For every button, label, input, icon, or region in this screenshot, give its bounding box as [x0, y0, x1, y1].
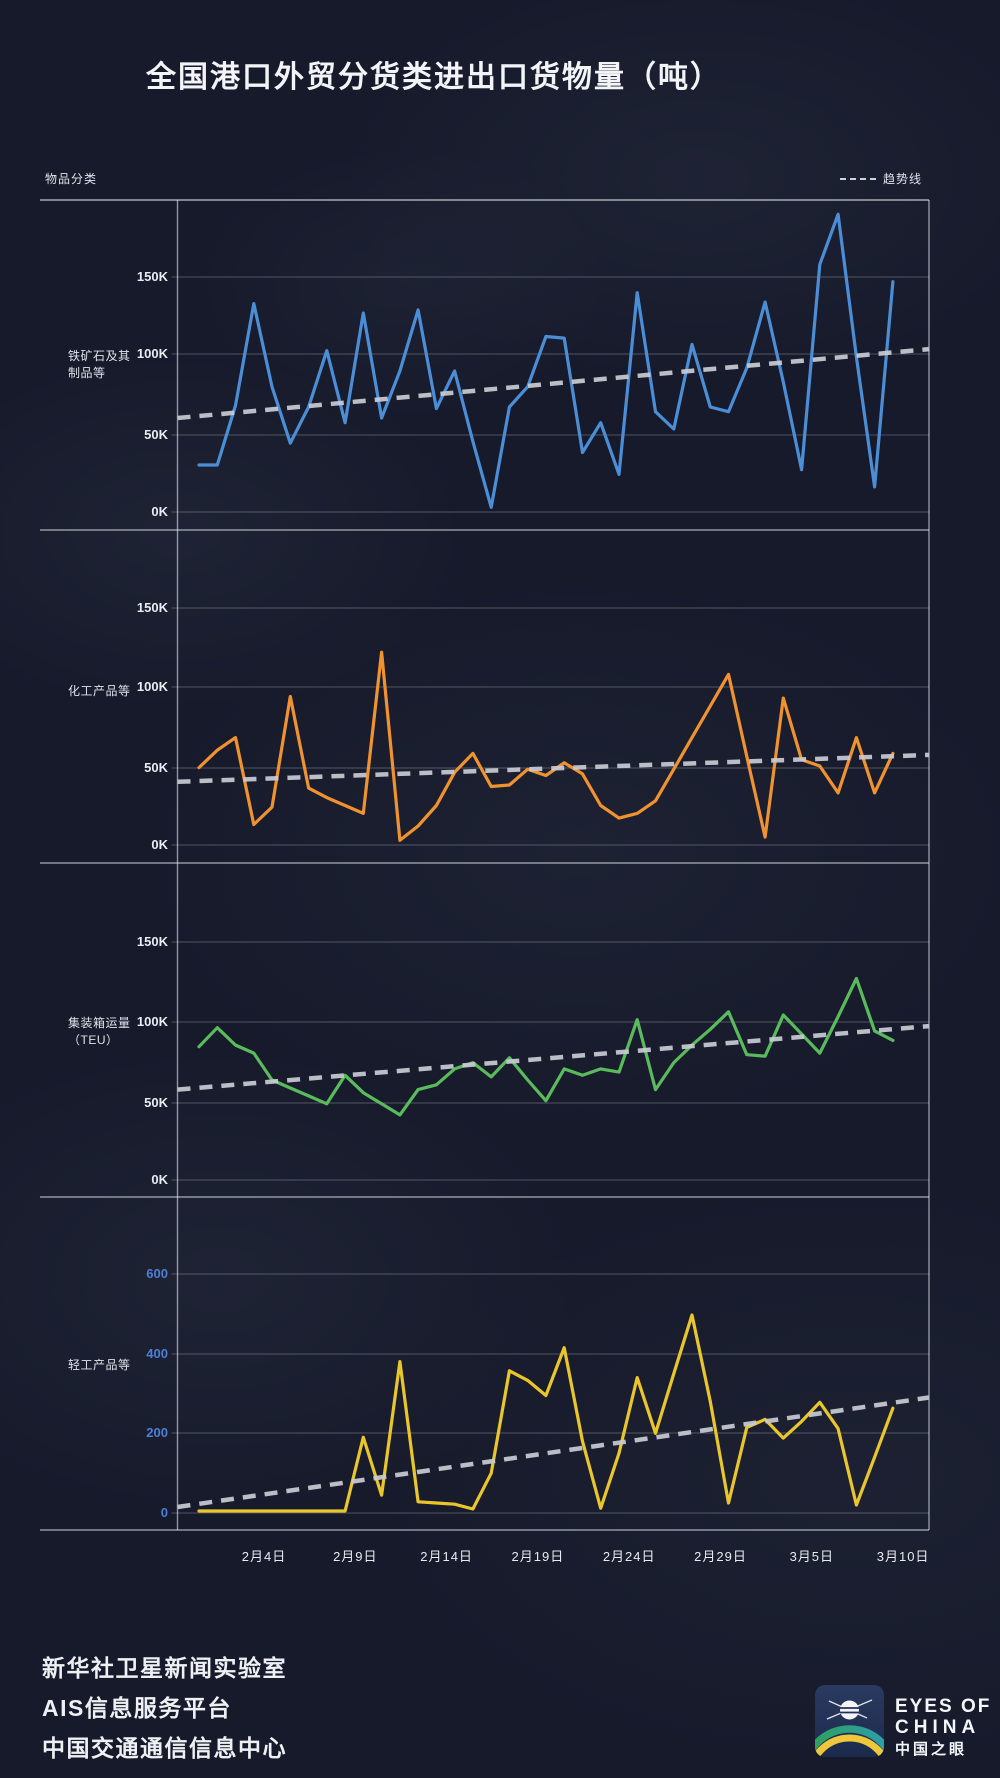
- trend-line-chemical: [177, 752, 930, 785]
- trend-legend: 趋势线: [839, 170, 922, 187]
- logo-wordmark: EYES OF CHINA 中国之眼: [895, 1696, 991, 1761]
- trend-line-container: [177, 1023, 930, 1092]
- y-tick-label: 0: [160, 1505, 168, 1520]
- trend-legend-label: 趋势线: [882, 172, 922, 186]
- row-label-container: 集装箱运量 （TEU）: [68, 1016, 131, 1047]
- y-tick-label: 400: [146, 1346, 168, 1361]
- trend-line-iron-ore: [177, 346, 930, 421]
- satellite-rainbow-icon: [815, 1699, 884, 1757]
- logo-text-china: CHINA: [895, 1717, 981, 1738]
- logo-text-chinese: 中国之眼: [895, 1741, 968, 1758]
- eyes-of-china-logo: [815, 1685, 884, 1757]
- y-tick-label: 0K: [151, 837, 168, 852]
- x-tick-label: 2月14日: [420, 1549, 473, 1564]
- rainbow-arc-inner: [815, 1734, 884, 1757]
- y-tick-label: 150K: [136, 269, 168, 284]
- series-line-container: [197, 976, 895, 1117]
- x-tick-label: 3月5日: [789, 1549, 835, 1564]
- logo-text-eyes-of: EYES OF: [895, 1696, 992, 1717]
- x-tick-label: 2月4日: [241, 1549, 287, 1564]
- x-tick-label: 2月24日: [602, 1549, 656, 1564]
- x-tick-label: 2月29日: [694, 1549, 747, 1564]
- row-label-chemical: 化工产品等: [68, 684, 131, 698]
- x-tick-label: 2月19日: [511, 1549, 565, 1564]
- x-tick-label: 2月9日: [333, 1549, 378, 1564]
- y-tick-label: 50K: [144, 427, 168, 442]
- page-title: 全国港口外贸分货类进出口货物量（吨）: [146, 61, 722, 94]
- series-line-iron-ore: [197, 212, 895, 509]
- y-tick-label: 150K: [136, 934, 168, 949]
- y-tick-label: 100K: [136, 1014, 168, 1029]
- trend-line-light-industry: [177, 1395, 930, 1510]
- series-line-chemical: [197, 650, 895, 842]
- credit-line: 新华社卫星新闻实验室: [42, 1655, 287, 1681]
- y-tick-label: 600: [146, 1266, 168, 1281]
- row-label-light-industry: 轻工产品等: [68, 1358, 131, 1372]
- rainbow-arc-outer: [815, 1725, 884, 1752]
- y-tick-label: 150K: [136, 600, 168, 615]
- series-line-light-industry: [197, 1313, 895, 1513]
- satellite-body: [840, 1700, 859, 1720]
- y-tick-label: 200: [146, 1425, 168, 1440]
- row-label-iron-ore: 铁矿石及其 制品等: [68, 349, 131, 380]
- credit-line: 中国交通通信信息中心: [42, 1735, 287, 1761]
- y-tick-label: 100K: [136, 679, 168, 694]
- credit-line: AIS信息服务平台: [42, 1695, 232, 1721]
- trend-dash-icon: [839, 177, 876, 180]
- category-column-header: 物品分类: [45, 172, 98, 186]
- footer-credits: 新华社卫星新闻实验室 AIS信息服务平台 中国交通通信信息中心: [42, 1648, 287, 1768]
- y-tick-label: 100K: [136, 346, 168, 361]
- x-tick-label: 3月10日: [876, 1549, 930, 1564]
- y-tick-label: 0K: [151, 1172, 168, 1187]
- y-tick-label: 50K: [144, 760, 168, 775]
- y-tick-label: 50K: [144, 1095, 168, 1110]
- y-tick-label: 0K: [151, 504, 168, 519]
